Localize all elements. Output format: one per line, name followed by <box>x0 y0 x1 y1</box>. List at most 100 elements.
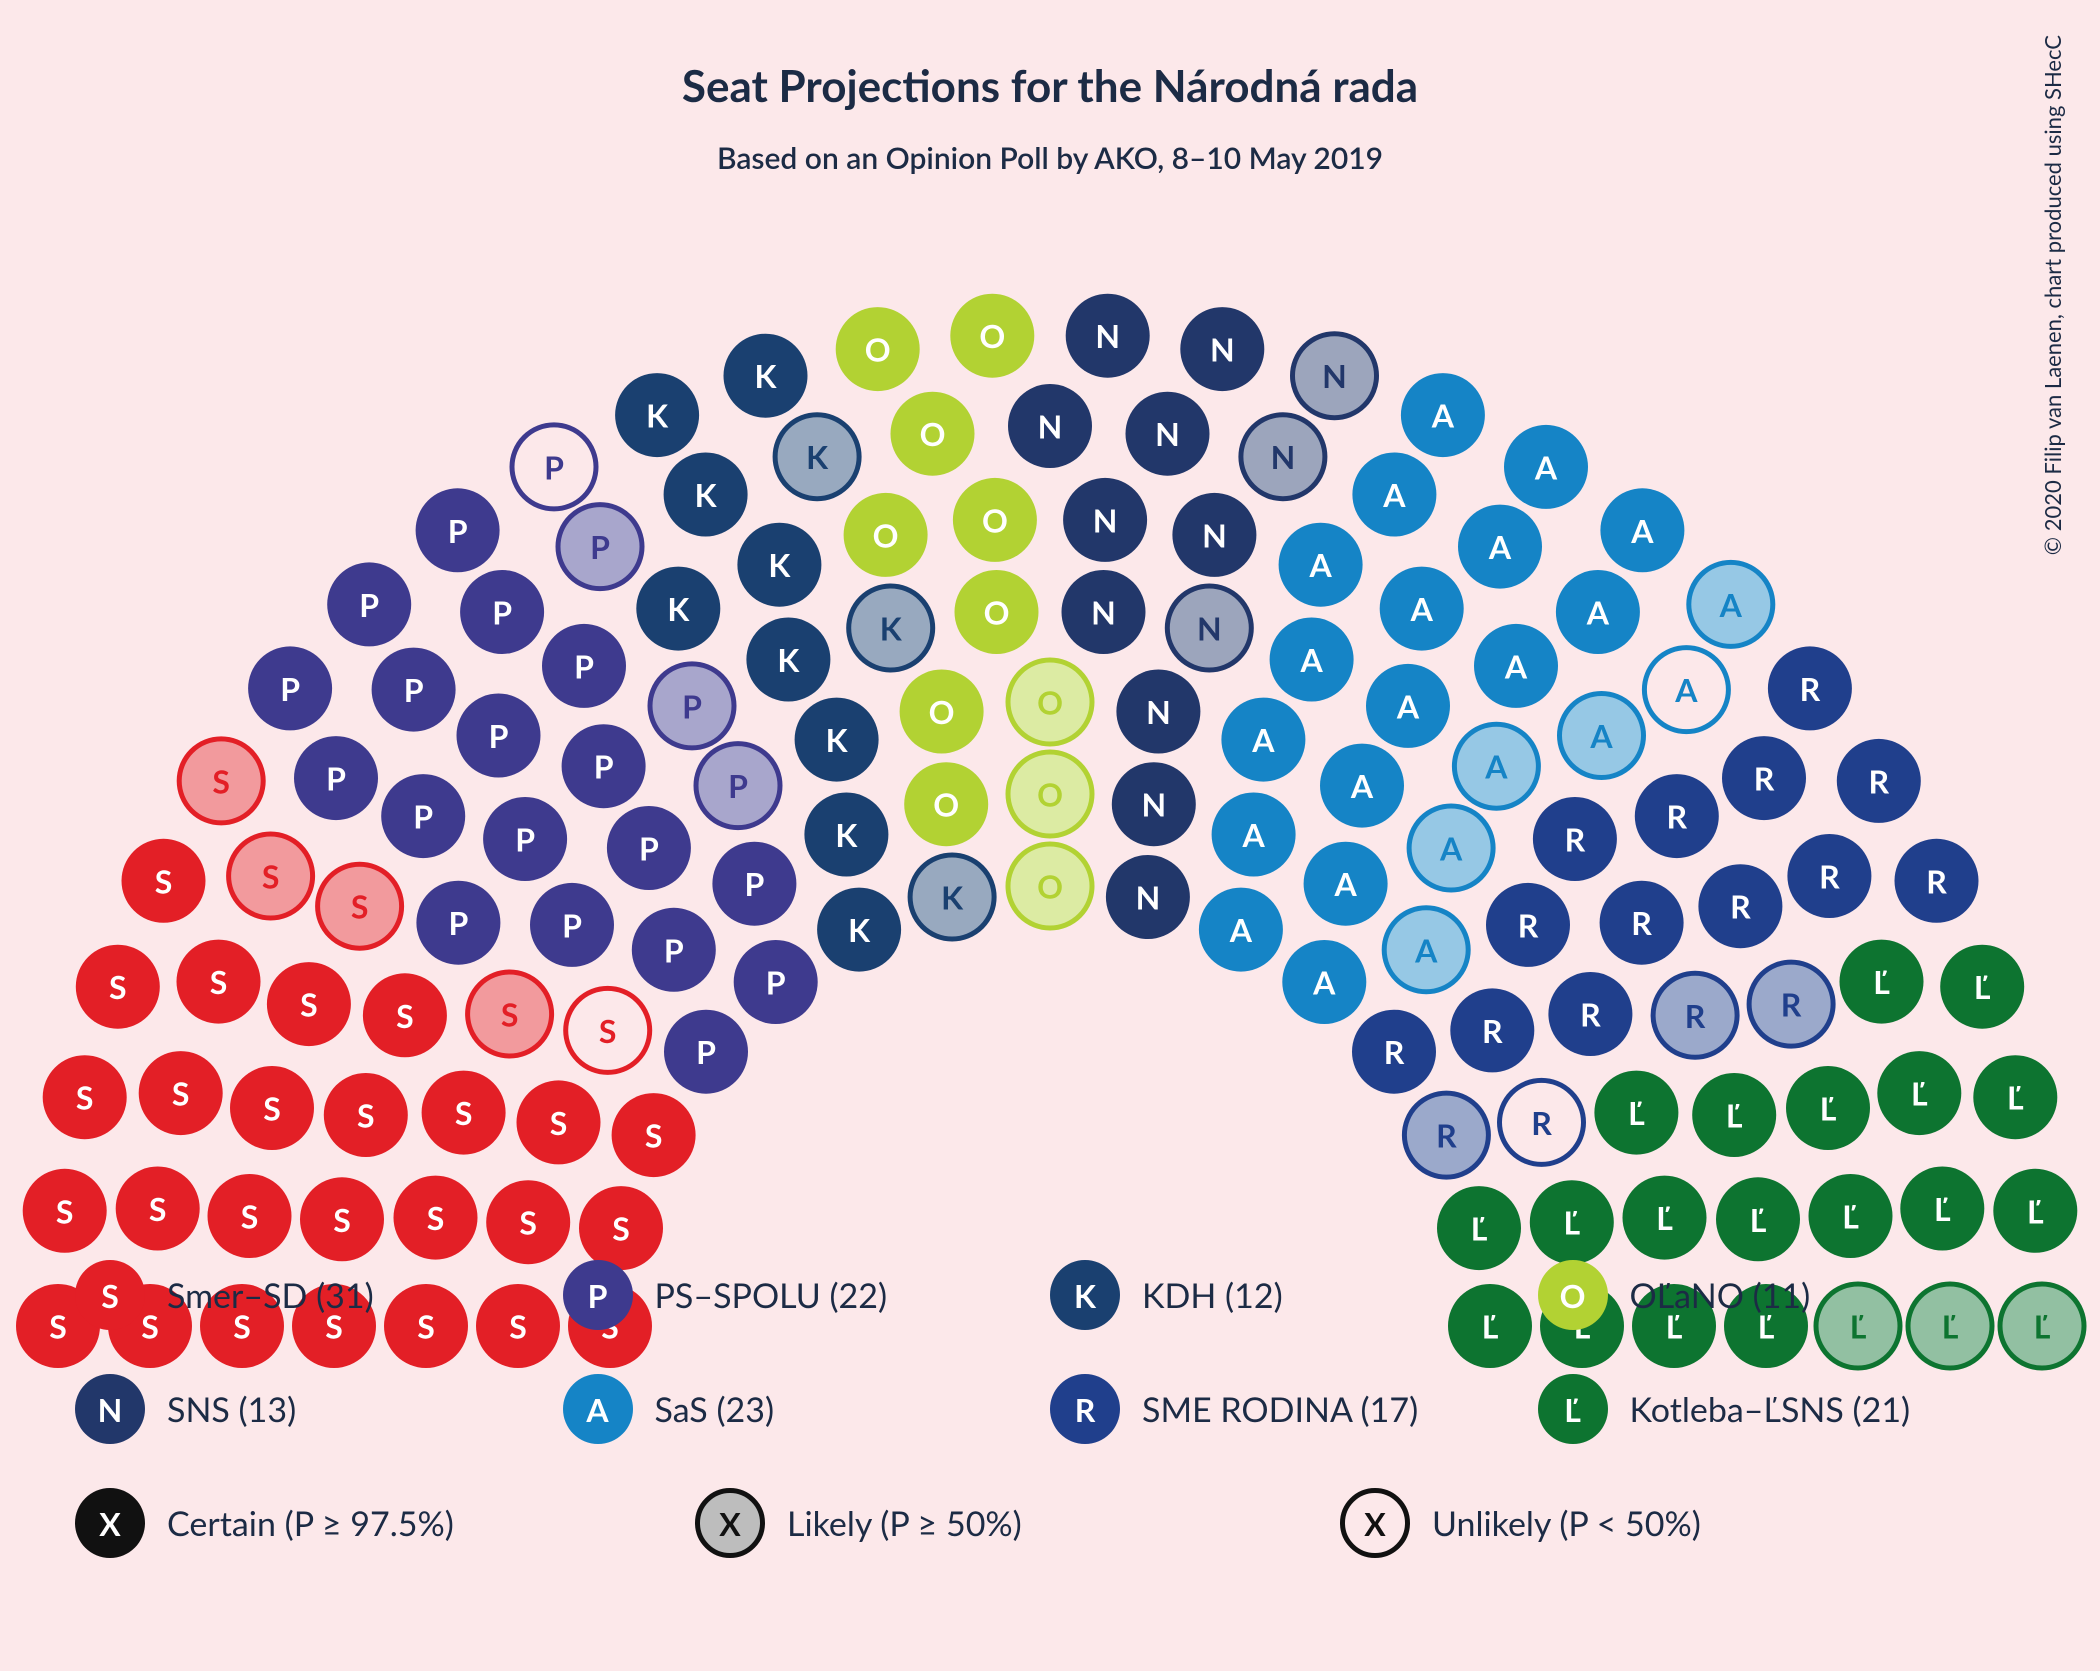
seat: A <box>1600 488 1684 572</box>
seat: S <box>179 739 263 823</box>
svg-text:R: R <box>1800 669 1821 708</box>
svg-text:O: O <box>920 414 946 453</box>
svg-text:S: S <box>645 1116 663 1155</box>
seat: O <box>904 762 988 846</box>
legend-label: SME RODINA (17) <box>1142 1389 1418 1430</box>
seat: R <box>1548 972 1632 1056</box>
seat: Ľ <box>1900 1167 1984 1251</box>
svg-text:P: P <box>562 905 582 944</box>
seat: O <box>1008 844 1092 928</box>
svg-text:P: P <box>766 963 786 1002</box>
svg-text:Ľ: Ľ <box>1628 1093 1645 1132</box>
svg-text:P: P <box>744 864 764 903</box>
legend-label: Kotleba–ĽSNS (21) <box>1630 1389 1911 1430</box>
svg-text:S: S <box>109 967 127 1006</box>
svg-text:O: O <box>933 785 959 824</box>
seat: P <box>530 883 614 967</box>
svg-text:S: S <box>241 1197 259 1236</box>
seat: A <box>1644 648 1728 732</box>
svg-text:P: P <box>326 759 346 798</box>
svg-text:O: O <box>979 316 1005 355</box>
svg-text:R: R <box>1754 759 1775 798</box>
seat: N <box>1293 334 1377 418</box>
svg-text:S: S <box>333 1200 351 1239</box>
seat: N <box>1241 415 1325 499</box>
svg-text:P: P <box>413 797 433 836</box>
seat: R <box>1698 864 1782 948</box>
legend-status-label: Likely (P ≥ 50%) <box>787 1503 1022 1544</box>
svg-text:P: P <box>359 585 379 624</box>
seat: R <box>1500 1080 1584 1164</box>
seat: A <box>1279 523 1363 607</box>
legend-status-item: XCertain (P ≥ 97.5%) <box>75 1488 695 1558</box>
svg-text:N: N <box>1136 878 1161 917</box>
svg-text:Ľ: Ľ <box>1842 1197 1859 1236</box>
svg-text:N: N <box>1210 330 1235 369</box>
svg-text:S: S <box>262 857 280 896</box>
svg-text:R: R <box>1565 820 1586 859</box>
svg-text:A: A <box>1241 815 1265 854</box>
svg-text:O: O <box>873 515 899 554</box>
svg-text:A: A <box>1630 511 1654 550</box>
seat: O <box>900 670 984 754</box>
legend-status-label: Unlikely (P < 50%) <box>1432 1503 1701 1544</box>
seat: A <box>1689 562 1773 646</box>
svg-text:N: N <box>1038 407 1063 446</box>
svg-text:A: A <box>1414 930 1438 969</box>
svg-text:A: A <box>1589 716 1613 755</box>
svg-text:Ľ: Ľ <box>1873 962 1890 1001</box>
svg-text:S: S <box>49 1307 67 1346</box>
seat: Ľ <box>1993 1169 2077 1253</box>
seat: N <box>1008 384 1092 468</box>
svg-text:S: S <box>351 887 369 926</box>
svg-text:P: P <box>696 1032 716 1071</box>
svg-text:N: N <box>1093 500 1118 539</box>
svg-text:Ľ: Ľ <box>2007 1078 2024 1117</box>
seat: O <box>950 294 1034 378</box>
legend-swatch: Ľ <box>1538 1374 1608 1444</box>
svg-text:R: R <box>1518 905 1539 944</box>
seat: Ľ <box>1786 1066 1870 1150</box>
legend-status-item: XUnlikely (P < 50%) <box>1340 1488 1960 1558</box>
seat: A <box>1320 744 1404 828</box>
seat: S <box>612 1093 696 1177</box>
legend: SSmer–SD (31)PPS–SPOLU (22)KKDH (12)OOĽa… <box>75 1260 2025 1602</box>
legend-swatch: A <box>563 1374 633 1444</box>
seat: A <box>1304 842 1388 926</box>
svg-text:S: S <box>56 1191 74 1230</box>
legend-swatch: N <box>75 1374 145 1444</box>
legend-label: KDH (12) <box>1142 1275 1283 1316</box>
svg-text:S: S <box>427 1198 445 1237</box>
svg-text:O: O <box>1037 775 1063 814</box>
svg-text:K: K <box>835 815 858 854</box>
svg-text:R: R <box>1730 887 1751 926</box>
seat: P <box>327 562 411 646</box>
svg-text:A: A <box>1488 527 1512 566</box>
seat: R <box>1486 883 1570 967</box>
svg-text:S: S <box>396 996 414 1035</box>
seat: R <box>1749 962 1833 1046</box>
seat: R <box>1404 1093 1488 1177</box>
svg-text:O: O <box>982 500 1008 539</box>
seat: R <box>1895 839 1979 923</box>
svg-text:S: S <box>550 1103 568 1142</box>
seat: Ľ <box>1437 1186 1521 1270</box>
seat: K <box>746 618 830 702</box>
legend-swatch: O <box>1538 1260 1608 1330</box>
svg-text:A: A <box>1350 766 1374 805</box>
seat: P <box>607 806 691 890</box>
legend-swatch: P <box>563 1260 633 1330</box>
legend-label: SNS (13) <box>167 1389 296 1430</box>
seat: N <box>1112 762 1196 846</box>
svg-text:O: O <box>865 330 891 369</box>
svg-text:R: R <box>1685 996 1706 1035</box>
seat: S <box>300 1177 384 1261</box>
svg-text:A: A <box>1504 646 1528 685</box>
svg-text:O: O <box>984 593 1010 632</box>
seat: N <box>1063 478 1147 562</box>
seat: S <box>394 1176 478 1260</box>
seat: S <box>139 1051 223 1135</box>
svg-text:P: P <box>280 669 300 708</box>
seat: A <box>1409 806 1493 890</box>
svg-text:K: K <box>941 878 964 917</box>
